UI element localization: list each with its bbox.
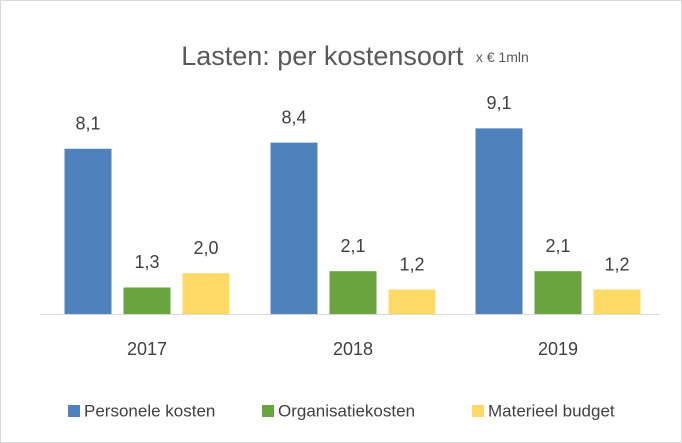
data-label: 2,1: [545, 236, 570, 256]
x-tick-label: 2019: [538, 339, 578, 359]
x-tick-label: 2018: [333, 339, 373, 359]
bar: [64, 148, 112, 314]
legend-swatch: [262, 405, 274, 417]
legend-swatch: [472, 405, 484, 417]
data-label: 8,1: [75, 114, 100, 134]
data-label: 2,0: [193, 238, 218, 258]
legend-label: Organisatiekosten: [278, 401, 415, 420]
bar: [182, 273, 230, 314]
legend-label: Materieel budget: [488, 401, 615, 420]
data-label: 9,1: [486, 93, 511, 113]
bar: [534, 271, 582, 314]
data-label: 1,2: [604, 254, 629, 274]
data-label: 8,4: [281, 107, 306, 127]
x-tick-label: 2017: [127, 339, 167, 359]
bar: [388, 289, 436, 314]
chart-title-group: Lasten: per kostensoort x € 1mln: [181, 41, 529, 71]
data-label: 2,1: [340, 236, 365, 256]
data-label: 1,2: [399, 254, 424, 274]
bar: [329, 271, 377, 314]
bar: [475, 128, 523, 314]
legend-swatch: [68, 405, 80, 417]
chart-title: Lasten: per kostensoort: [181, 41, 464, 71]
chart-subtitle: x € 1mln: [476, 49, 529, 65]
bar: [123, 287, 171, 314]
bar: [270, 142, 318, 314]
data-label: 1,3: [134, 252, 159, 272]
bar: [593, 289, 641, 314]
legend-label: Personele kosten: [84, 401, 215, 420]
